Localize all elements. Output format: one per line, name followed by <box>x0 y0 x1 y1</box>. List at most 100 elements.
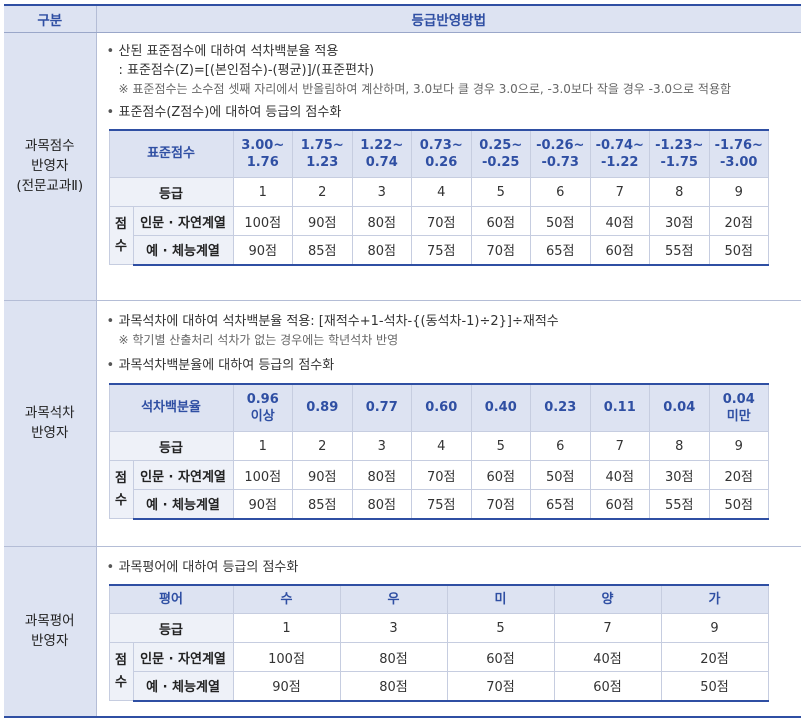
header-value-line: 0.23 <box>544 400 577 416</box>
header-value: 수 <box>232 583 341 614</box>
header-value-line: -0.74~ <box>595 137 644 153</box>
score-value: 80점 <box>339 671 448 702</box>
header-value-line: 0.96 <box>246 391 279 407</box>
header-value-line: -0.25 <box>482 154 520 170</box>
header-value-line: 0.77 <box>365 400 398 416</box>
grade-table: 평어 수 우 미 양 가 등급 1 3 5 7 9 점 수 인문 · 자연계열 100점 80점 60점 40점 20… <box>108 583 769 702</box>
header-value-line: 우 <box>387 591 400 607</box>
header-value-line: 1.76 <box>246 154 279 170</box>
grade-value: 5 <box>446 613 555 643</box>
grade-value: 5 <box>470 431 531 461</box>
header-value: 0.11 <box>589 382 650 432</box>
header-value-line: 0.25~ <box>479 137 523 153</box>
header-value: 1.22~ 0.74 <box>351 128 412 178</box>
score-label-char: 점 <box>115 216 127 232</box>
score-value: 65점 <box>530 235 591 266</box>
score-value: 70점 <box>446 671 555 702</box>
header-value: -0.74~ -1.22 <box>589 128 650 178</box>
grade-header-row: 평어 수 우 미 양 가 <box>108 583 769 614</box>
grade-value: 8 <box>649 177 710 207</box>
score-label-char: 수 <box>115 492 127 508</box>
score-value: 40점 <box>589 206 650 236</box>
score-value: 90점 <box>232 489 293 520</box>
category-line: 반영자 <box>31 158 69 174</box>
score-label-char: 점 <box>115 652 127 668</box>
header-value-line: 0.26 <box>425 154 458 170</box>
score-value: 100점 <box>232 642 341 672</box>
header-value-line: -1.22 <box>601 154 639 170</box>
score-value: 30점 <box>649 460 710 490</box>
method-cell: 과목석차에 대하여 석차백분율 적용: [재적수+1-석차-{(동석차-1)÷2… <box>96 300 802 547</box>
header-value: 0.77 <box>351 382 412 432</box>
grade-value: 1 <box>232 613 341 643</box>
score-value: 20점 <box>708 460 769 490</box>
header-label: 평어 <box>108 583 234 614</box>
header-label: 표준점수 <box>108 128 234 178</box>
grade-row: 등급 1 3 5 7 9 <box>108 613 769 643</box>
score-label-char: 수 <box>115 674 127 690</box>
header-value-line: 0.60 <box>425 400 458 416</box>
grade-row: 등급 1 2 3 4 5 6 7 8 9 <box>108 177 769 207</box>
header-value: 가 <box>660 583 769 614</box>
header-value: 0.25~ -0.25 <box>470 128 531 178</box>
header-value: 0.40 <box>470 382 531 432</box>
grade-value: 1 <box>232 431 293 461</box>
grade-value: 6 <box>530 431 591 461</box>
bullet-text: 과목석차에 대하여 석차백분율 적용: [재적수+1-석차-{(동석차-1)÷2… <box>107 312 802 331</box>
score-value: 90점 <box>292 206 353 236</box>
header-value-line: 0.73~ <box>419 137 463 153</box>
method-cell: 산된 표준점수에 대하여 석차백분율 적용 : 표준점수(Z)=[(본인점수)-… <box>96 32 802 301</box>
header-value-line: 1.23 <box>306 154 339 170</box>
score-row: 예 · 체능계열 90점 80점 70점 60점 50점 <box>109 671 769 702</box>
score-value: 70점 <box>411 206 472 236</box>
score-value: 85점 <box>292 489 353 520</box>
header-value-line: -1.76~ <box>714 137 763 153</box>
score-value: 20점 <box>660 642 769 672</box>
header-value-line: 0.74 <box>365 154 398 170</box>
score-value: 90점 <box>232 235 293 266</box>
header-value: 미 <box>446 583 555 614</box>
category-cell: 과목점수 반영자 (전문교과Ⅱ) <box>4 32 97 301</box>
score-row: 점 수 인문 · 자연계열 100점 80점 60점 40점 20점 <box>108 642 769 701</box>
score-value: 75점 <box>411 235 472 266</box>
header-category: 구분 <box>4 4 97 33</box>
grade-value: 2 <box>292 431 353 461</box>
score-value: 100점 <box>232 206 293 236</box>
header-value: 0.04 미만 <box>708 382 769 432</box>
grade-value: 7 <box>589 177 650 207</box>
grade-method-table: 구분 등급반영방법 과목점수 반영자 (전문교과Ⅱ) 산된 표준점수에 대하여 … <box>4 4 801 718</box>
header-method: 등급반영방법 <box>96 4 801 33</box>
note-text: ※ 표준점수는 소수점 셋째 자리에서 반올림하여 계산하며, 3.0보다 클 … <box>118 81 732 96</box>
header-value-line: 3.00~ <box>241 137 285 153</box>
score-value: 40점 <box>553 642 662 672</box>
score-value: 100점 <box>232 460 293 490</box>
header-value-line: 미 <box>494 591 507 607</box>
bullet-text: 표준점수(Z점수)에 대하여 등급의 점수화 <box>107 103 802 122</box>
score-value: 90점 <box>292 460 353 490</box>
grade-value: 8 <box>649 431 710 461</box>
grade-value: 9 <box>708 177 769 207</box>
header-value-line: 가 <box>708 591 721 607</box>
score-value: 60점 <box>589 489 650 520</box>
header-value: 0.04 <box>649 382 710 432</box>
score-value: 60점 <box>470 460 531 490</box>
grade-row: 등급 1 2 3 4 5 6 7 8 9 <box>108 431 769 461</box>
grade-value: 3 <box>351 431 412 461</box>
category-line: (전문교과Ⅱ) <box>16 178 84 194</box>
score-value: 50점 <box>708 489 769 520</box>
header-value-line: 0.04 <box>722 391 755 407</box>
header-value-line: 1.22~ <box>360 137 404 153</box>
score-value: 80점 <box>351 235 412 266</box>
score-row-label: 예 · 체능계열 <box>132 489 234 520</box>
grade-label: 등급 <box>108 431 234 461</box>
header-value: 0.23 <box>530 382 591 432</box>
category-line: 반영자 <box>31 425 69 441</box>
score-value: 80점 <box>351 206 412 236</box>
score-value: 60점 <box>589 235 650 266</box>
score-value: 55점 <box>649 235 710 266</box>
score-value: 60점 <box>446 642 555 672</box>
header-value: -1.76~ -3.00 <box>708 128 769 178</box>
